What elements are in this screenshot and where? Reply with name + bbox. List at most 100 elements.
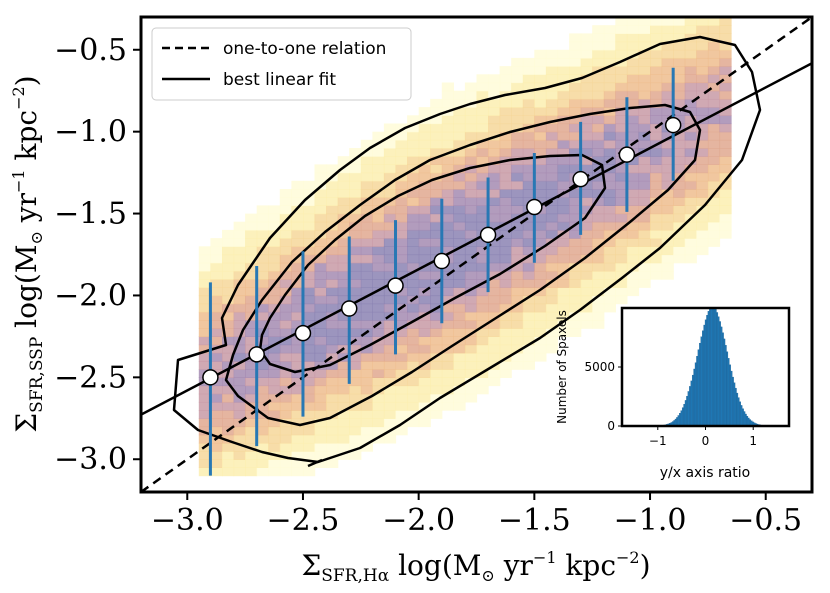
density-cell [222,279,235,288]
density-cell [545,205,559,215]
density-cell [661,172,674,182]
density-cell [222,442,235,452]
density-cell [279,434,292,444]
density-cell [383,377,397,387]
density-cell [407,344,420,354]
density-cell [349,197,362,206]
density-cell [673,197,686,206]
density-cell [545,66,559,75]
density-cell [661,25,674,34]
density-cell [453,131,466,141]
density-cell [418,361,431,370]
density-cell [395,254,408,264]
density-cell [557,90,570,100]
density-cell [441,401,454,411]
density-cell [395,426,408,436]
density-cell [441,311,454,321]
inset-bar [724,345,727,426]
density-cell [580,131,593,141]
density-cell [407,352,420,362]
density-cell [326,426,339,436]
density-cell [314,172,327,182]
density-cell [638,41,651,51]
density-cell [626,156,640,165]
density-cell [684,246,697,256]
density-cell [256,229,269,239]
density-cell [534,131,547,141]
density-cell [650,74,663,84]
density-cell [638,238,651,247]
density-cell [534,254,547,264]
density-cell [418,270,431,280]
density-cell [291,410,304,419]
density-cell [557,205,570,215]
density-cell [372,172,385,182]
density-cell [245,270,258,280]
density-cell [383,262,397,272]
density-cell [684,238,697,247]
density-cell [615,189,628,198]
density-cell [210,279,223,288]
density-cell [603,303,616,313]
density-cell [638,229,651,239]
density-cell [719,74,732,84]
density-cell [303,303,316,313]
density-cell [268,385,281,395]
density-cell [337,311,350,321]
density-cell [233,229,246,239]
density-cell [661,221,674,231]
density-cell [696,41,709,51]
density-cell [696,148,709,157]
density-cell [407,311,420,321]
density-cell [407,393,420,403]
density-cell [719,49,732,59]
density-cell [684,205,697,215]
density-cell [684,17,697,26]
density-cell [418,369,431,378]
density-cell [279,246,292,256]
density-cell [430,172,443,182]
density-cell [534,328,547,337]
density-cell [279,401,292,411]
density-cell [383,164,397,174]
density-cell [673,164,686,174]
density-cell [407,123,420,133]
density-cell [279,361,292,370]
density-cell [233,442,246,452]
density-cell [661,205,674,215]
density-cell [684,172,697,182]
density-cell [407,115,420,125]
density-cell [615,270,628,280]
inset-bar [717,316,720,426]
density-cell [407,287,420,297]
density-cell [673,49,686,59]
density-cell [476,197,489,206]
density-cell [372,361,385,370]
density-cell [684,189,697,198]
density-cell [222,246,235,256]
density-cell [418,123,431,133]
inset-bar [746,415,749,426]
density-cell [430,115,443,125]
density-cell [198,385,211,395]
density-cell [372,295,385,305]
density-cell [279,295,292,305]
inset-xlabel: y/x axis ratio [660,465,751,481]
density-cell [326,393,339,403]
density-cell [210,442,223,452]
density-cell [511,164,524,174]
density-cell [719,82,732,92]
density-cell [719,189,732,198]
density-cell [256,467,269,477]
density-cell [545,98,559,108]
density-cell [303,377,316,387]
density-cell [522,254,535,264]
density-cell [360,246,373,256]
density-cell [488,344,501,354]
density-cell [349,401,362,411]
density-cell [592,197,605,206]
density-cell [326,459,339,468]
density-cell [707,221,721,231]
density-cell [511,74,524,84]
density-cell [210,393,223,403]
